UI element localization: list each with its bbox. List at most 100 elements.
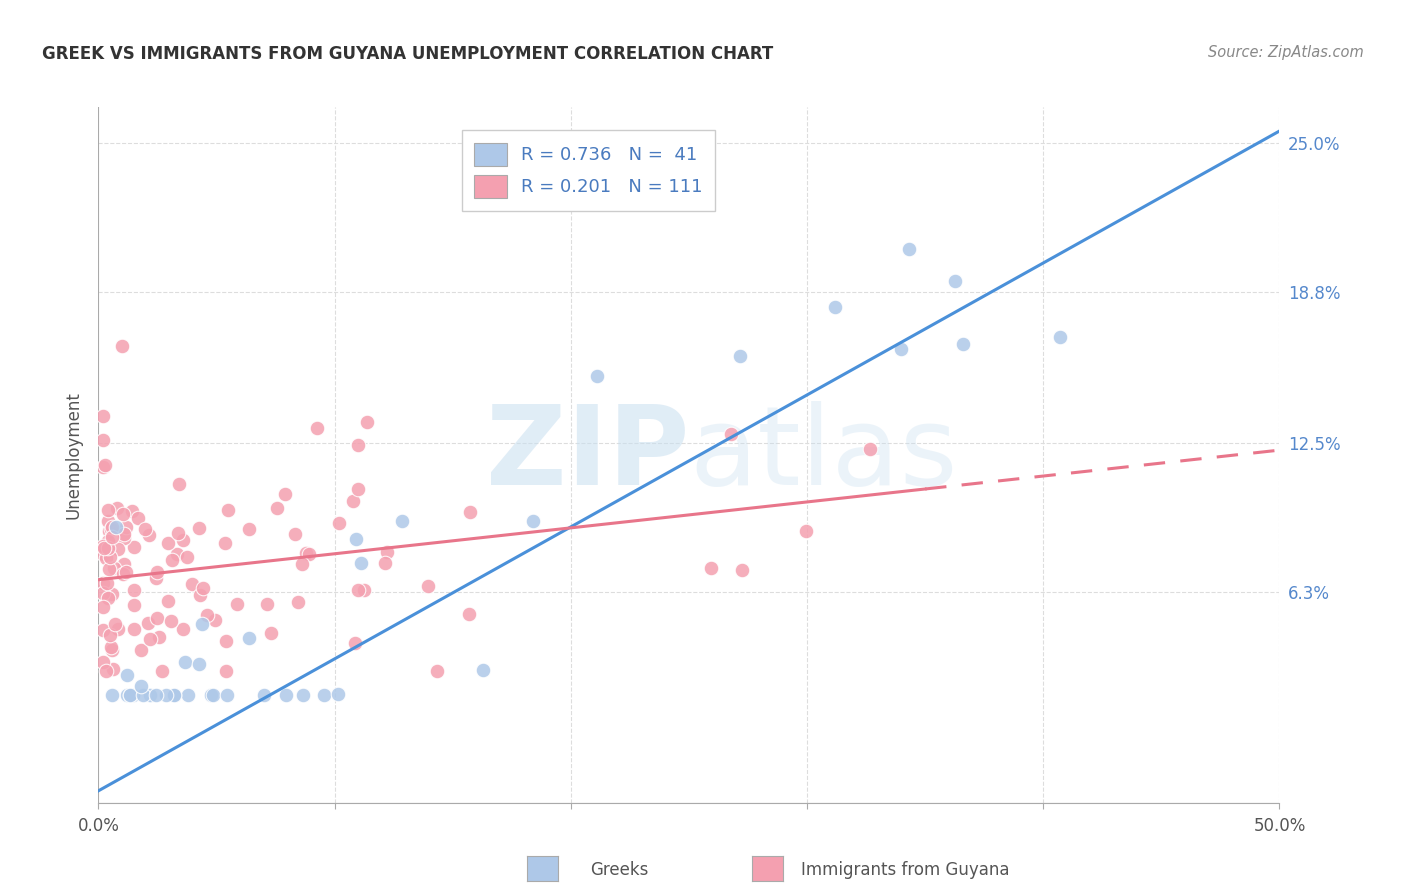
Point — [101, 520, 124, 534]
Point — [121, 688, 143, 702]
Point — [94, 664, 117, 678]
Point — [260, 625, 283, 640]
Point — [96, 576, 118, 591]
Point — [138, 616, 160, 631]
Point — [188, 521, 211, 535]
Point — [226, 597, 249, 611]
Point — [112, 507, 135, 521]
Point — [111, 566, 134, 581]
Point — [118, 688, 141, 702]
Point — [287, 594, 309, 608]
Point — [215, 664, 238, 678]
Point — [115, 688, 138, 702]
Point — [253, 688, 276, 702]
Point — [217, 503, 239, 517]
Point — [204, 613, 226, 627]
Point — [98, 549, 121, 564]
Point — [585, 369, 607, 384]
Point — [97, 503, 120, 517]
Point — [172, 622, 194, 636]
Point — [167, 476, 190, 491]
Point — [146, 611, 169, 625]
Point — [112, 527, 135, 541]
Point — [145, 688, 167, 702]
Point — [824, 300, 846, 314]
Point — [166, 548, 188, 562]
Point — [307, 421, 329, 435]
Point — [101, 662, 124, 676]
Point — [91, 600, 114, 615]
Point — [191, 582, 214, 596]
Point — [187, 657, 209, 672]
Point — [101, 530, 124, 544]
Point — [172, 533, 194, 547]
Point — [138, 632, 160, 646]
Point — [298, 547, 321, 561]
Legend: R = 0.736   N =  41, R = 0.201   N = 111: R = 0.736 N = 41, R = 0.201 N = 111 — [461, 130, 716, 211]
Point — [111, 339, 134, 353]
Point — [163, 688, 186, 702]
Point — [93, 541, 115, 556]
Point — [346, 532, 368, 546]
Point — [522, 514, 544, 528]
Point — [1049, 330, 1071, 344]
Point — [458, 505, 481, 519]
Text: ZIP: ZIP — [485, 401, 689, 508]
Point — [115, 520, 138, 534]
Point — [160, 614, 183, 628]
Point — [97, 541, 120, 555]
Point — [294, 546, 316, 560]
Point — [163, 688, 186, 702]
Point — [794, 524, 817, 538]
Point — [91, 575, 114, 590]
Point — [91, 623, 114, 637]
Point — [167, 525, 190, 540]
Point — [859, 442, 882, 456]
Point — [97, 591, 120, 605]
Point — [157, 536, 180, 550]
Point — [100, 522, 122, 536]
Point — [131, 688, 153, 702]
Point — [416, 579, 439, 593]
Point — [105, 520, 128, 534]
Point — [897, 243, 920, 257]
Text: GREEK VS IMMIGRANTS FROM GUYANA UNEMPLOYMENT CORRELATION CHART: GREEK VS IMMIGRANTS FROM GUYANA UNEMPLOY… — [42, 45, 773, 62]
Point — [195, 608, 218, 623]
Text: atlas: atlas — [689, 401, 957, 508]
Text: Source: ZipAtlas.com: Source: ZipAtlas.com — [1208, 45, 1364, 60]
Point — [98, 627, 121, 641]
Point — [353, 583, 375, 598]
Point — [155, 688, 177, 702]
Point — [214, 535, 236, 549]
Point — [266, 501, 288, 516]
Point — [188, 588, 211, 602]
Point — [121, 504, 143, 518]
Point — [91, 655, 114, 669]
Point — [101, 587, 124, 601]
Point — [200, 688, 222, 702]
Point — [426, 664, 449, 678]
Point — [131, 642, 153, 657]
Point — [139, 688, 162, 702]
Point — [156, 593, 179, 607]
Point — [150, 664, 173, 678]
Point — [105, 501, 128, 516]
Point — [290, 558, 312, 572]
Point — [458, 607, 481, 621]
Point — [122, 541, 145, 555]
Point — [97, 562, 120, 576]
Point — [375, 544, 398, 558]
Point — [215, 634, 238, 648]
Point — [91, 585, 114, 599]
Point — [217, 688, 239, 702]
Point — [952, 337, 974, 351]
Text: Immigrants from Guyana: Immigrants from Guyana — [801, 861, 1010, 879]
Point — [314, 688, 336, 702]
Text: Greeks: Greeks — [591, 861, 650, 879]
Point — [202, 688, 225, 702]
Point — [391, 514, 413, 528]
Point — [350, 556, 373, 570]
Point — [94, 551, 117, 566]
Point — [97, 534, 120, 549]
Y-axis label: Unemployment: Unemployment — [65, 391, 83, 519]
